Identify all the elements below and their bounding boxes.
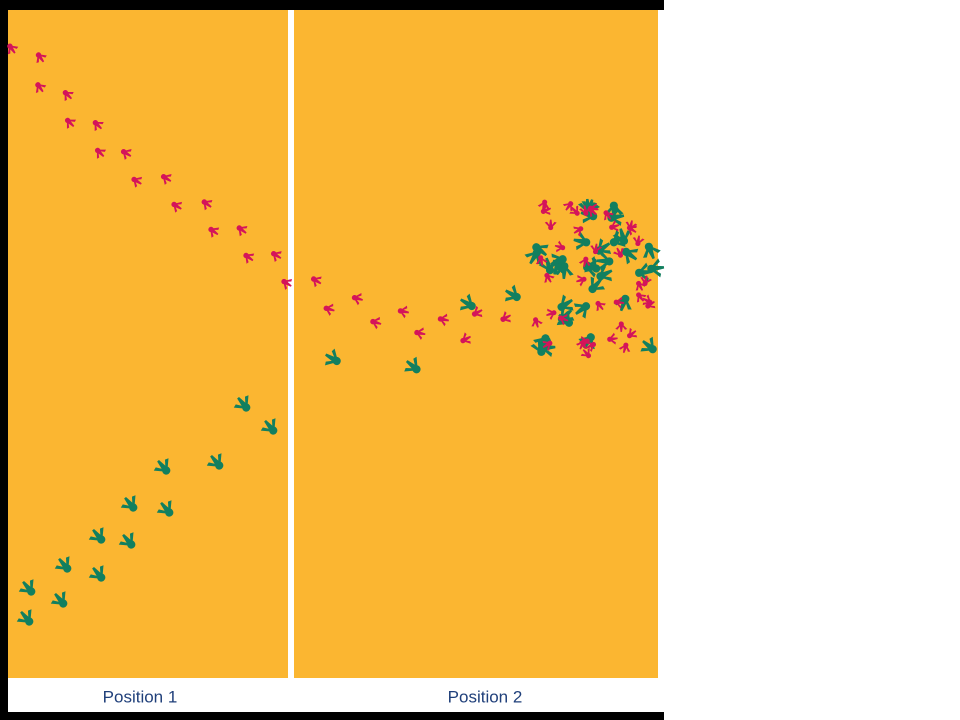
top-border xyxy=(0,0,664,10)
bottom-border xyxy=(0,712,664,720)
left-border xyxy=(0,0,8,720)
label-strip xyxy=(8,678,664,712)
panel-2 xyxy=(294,10,658,678)
panel-1 xyxy=(8,10,288,678)
panel-label: Position 1 xyxy=(103,687,178,706)
panel-label: Position 2 xyxy=(448,687,523,706)
